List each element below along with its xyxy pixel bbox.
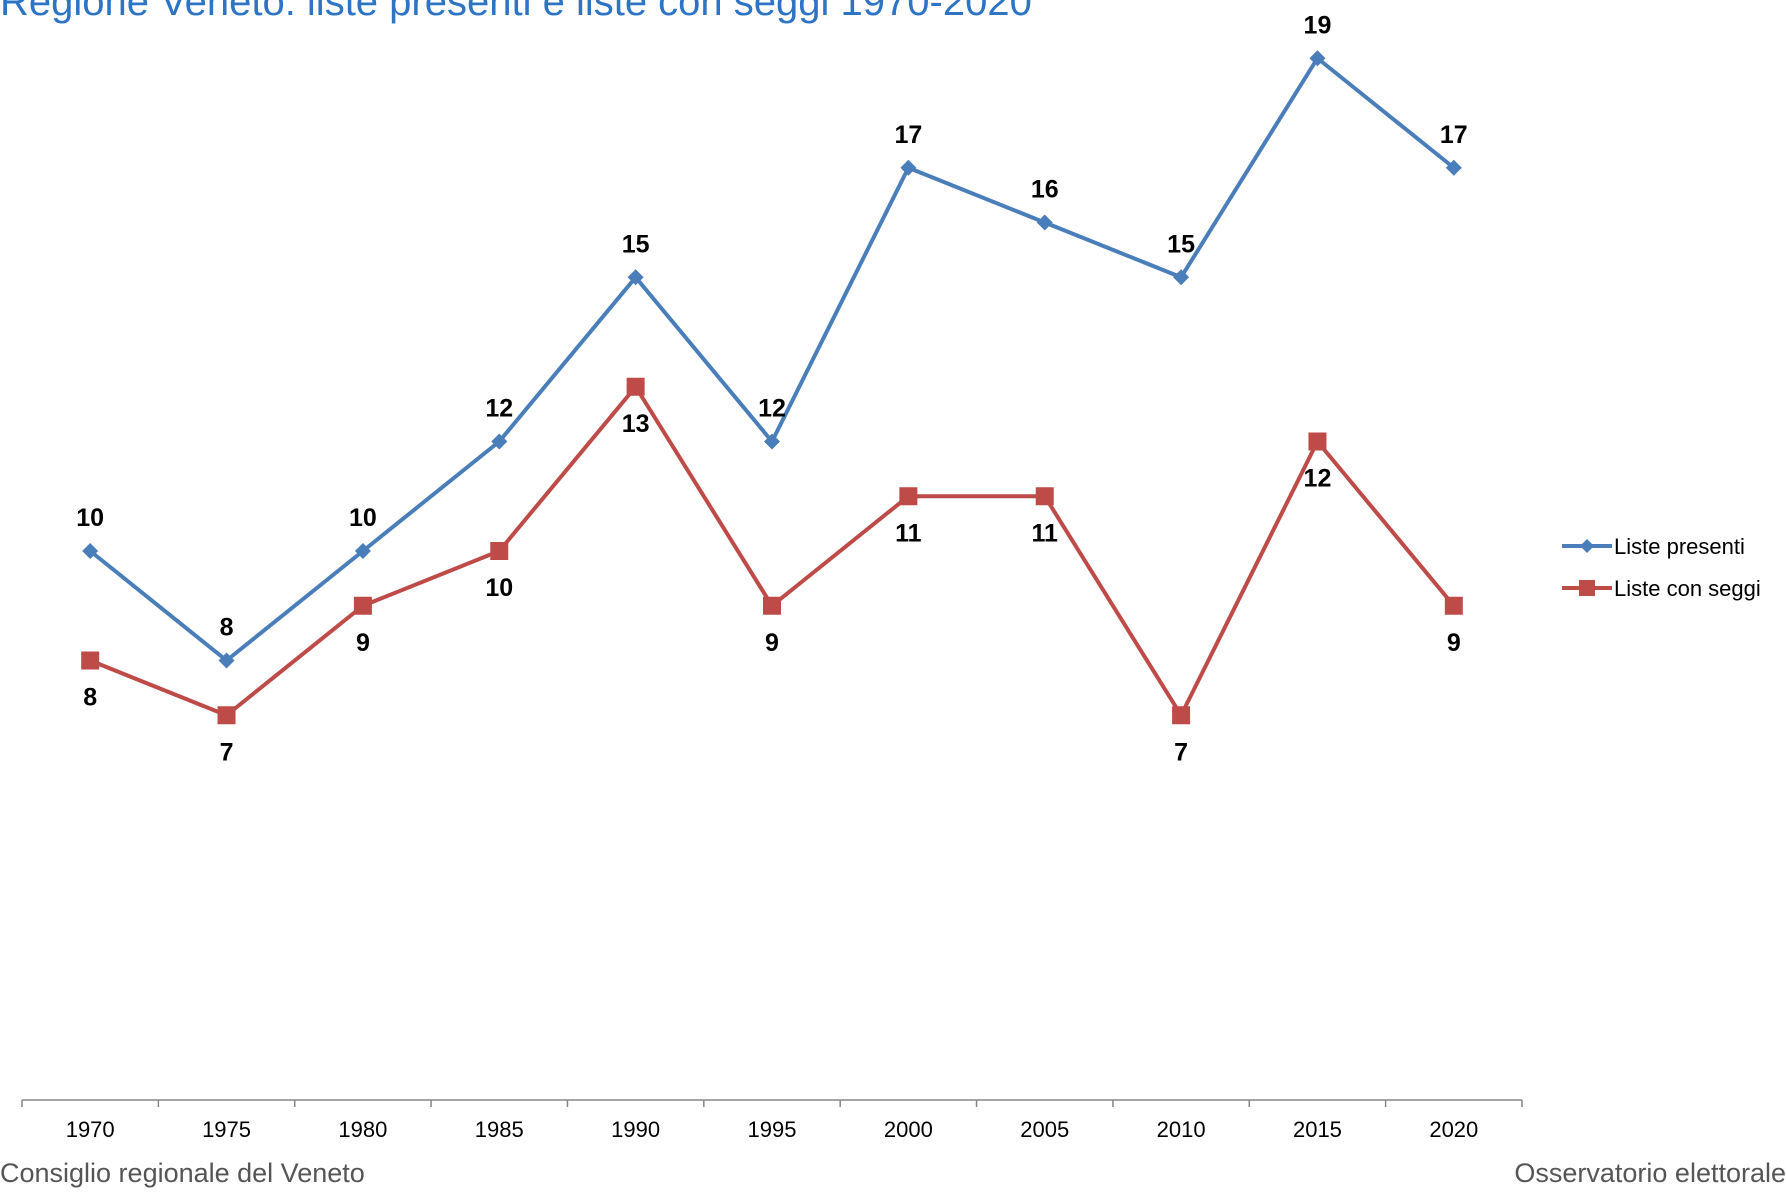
data-label-liste-presenti: 12 [758, 395, 786, 423]
data-label-liste-presenti: 15 [622, 230, 650, 258]
series-layer [81, 50, 1463, 725]
data-label-liste-con-seggi: 13 [622, 410, 650, 438]
point-liste-presenti [764, 433, 780, 450]
legend-marker [1580, 539, 1594, 553]
data-label-liste-con-seggi: 11 [1032, 519, 1059, 547]
x-tick-label: 2020 [1429, 1117, 1478, 1142]
data-label-liste-presenti: 10 [76, 504, 104, 532]
point-liste-con-seggi [763, 596, 781, 615]
point-liste-presenti [1036, 214, 1053, 231]
data-label-liste-presenti: 15 [1167, 230, 1195, 258]
x-tick-label: 1980 [338, 1117, 387, 1142]
point-liste-presenti [218, 652, 235, 669]
data-label-liste-presenti: 16 [1031, 176, 1059, 204]
point-liste-presenti [354, 543, 371, 559]
data-labels: 10 8 10 12 15 12 17 16 15 19 17 8 7 9 10 13 9 11 11 7 12 9 [76, 11, 1467, 766]
point-liste-con-seggi [1172, 706, 1191, 725]
chart-title: Regione Veneto: liste presenti e liste c… [0, 0, 1032, 24]
data-label-liste-con-seggi: 11 [895, 519, 922, 547]
point-liste-presenti [627, 269, 644, 286]
point-liste-con-seggi [217, 706, 236, 725]
data-label-liste-con-seggi: 7 [1174, 738, 1188, 766]
data-label-liste-con-seggi: 9 [1447, 629, 1461, 657]
point-liste-presenti [1309, 50, 1326, 67]
legend-marker [1579, 580, 1595, 596]
x-tick-label: 1975 [202, 1117, 251, 1142]
point-liste-con-seggi [1035, 487, 1054, 506]
x-tick-label: 2015 [1293, 1117, 1342, 1142]
data-label-liste-con-seggi: 9 [765, 629, 779, 657]
x-tick-label: 1995 [748, 1117, 797, 1142]
x-tick-label: 1985 [475, 1117, 524, 1142]
data-label-liste-presenti: 17 [894, 121, 922, 149]
data-label-liste-presenti: 8 [220, 614, 234, 642]
data-label-liste-presenti: 12 [485, 395, 513, 423]
x-axis: 1970 1975 1980 1985 1990 1995 2000 2005 2010 2015… [21, 1099, 1523, 1142]
legend-label-liste-presenti: Liste presenti [1614, 534, 1745, 559]
x-tick-label: 1970 [66, 1117, 115, 1142]
data-label-liste-con-seggi: 12 [1304, 465, 1332, 493]
point-liste-con-seggi [626, 377, 645, 396]
legend: Liste presenti Liste con seggi [1562, 534, 1761, 601]
point-liste-con-seggi [899, 487, 918, 506]
footer-department: Osservatorio elettorale [1514, 1158, 1786, 1188]
footer-organization: Consiglio regionale del Veneto [0, 1158, 365, 1188]
data-label-liste-presenti: 17 [1440, 121, 1468, 149]
point-liste-presenti [1173, 269, 1190, 286]
x-tick-label: 2005 [1020, 1117, 1069, 1142]
line-chart: 1970 1975 1980 1985 1990 1995 2000 2005 2010 2015… [21, 11, 1761, 1142]
x-tick-label: 2000 [884, 1117, 933, 1142]
point-liste-presenti [900, 159, 917, 176]
series-line-liste-presenti [88, 56, 1456, 663]
point-liste-con-seggi [353, 596, 372, 615]
point-liste-con-seggi [1444, 596, 1463, 615]
data-label-liste-con-seggi: 10 [485, 574, 513, 602]
data-label-liste-con-seggi: 7 [220, 738, 234, 766]
data-label-liste-con-seggi: 8 [83, 684, 97, 712]
point-liste-con-seggi [1308, 432, 1327, 451]
point-liste-con-seggi [81, 651, 100, 670]
point-liste-presenti [491, 433, 508, 450]
point-liste-presenti [1445, 159, 1462, 176]
point-liste-con-seggi [490, 542, 509, 560]
x-tick-label: 1990 [611, 1117, 660, 1142]
data-label-liste-presenti: 19 [1304, 11, 1332, 39]
data-label-liste-presenti: 10 [349, 504, 377, 532]
legend-label-liste-con-seggi: Liste con seggi [1614, 576, 1761, 601]
x-tick-label: 2010 [1157, 1117, 1206, 1142]
point-liste-presenti [82, 543, 99, 559]
data-label-liste-con-seggi: 9 [356, 629, 370, 657]
